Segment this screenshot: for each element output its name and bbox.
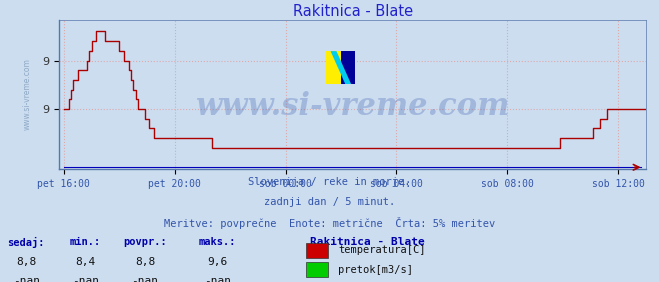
Text: -nan: -nan [132,276,158,282]
Text: -nan: -nan [204,276,231,282]
Text: 8,8: 8,8 [16,257,36,267]
Bar [306,243,328,258]
Text: min.:: min.: [70,237,101,247]
Text: maks.:: maks.: [199,237,236,247]
Text: temperatura[C]: temperatura[C] [338,245,426,255]
Text: pretok[m3/s]: pretok[m3/s] [338,265,413,275]
Bar [306,262,328,277]
Text: Meritve: povprečne  Enote: metrične  Črta: 5% meritev: Meritve: povprečne Enote: metrične Črta:… [164,217,495,229]
Text: 9,6: 9,6 [208,257,227,267]
Text: 8,8: 8,8 [135,257,155,267]
Text: www.si-vreme.com: www.si-vreme.com [22,59,31,130]
Text: 8,4: 8,4 [76,257,96,267]
Text: Rakitnica - Blate: Rakitnica - Blate [310,237,424,247]
Text: Slovenija / reke in morje.: Slovenija / reke in morje. [248,177,411,187]
Text: -nan: -nan [13,276,40,282]
Text: www.si-vreme.com: www.si-vreme.com [195,91,510,122]
Text: zadnji dan / 5 minut.: zadnji dan / 5 minut. [264,197,395,207]
Text: povpr.:: povpr.: [123,237,167,247]
Bar [341,51,355,84]
Title: Rakitnica - Blate: Rakitnica - Blate [293,4,413,19]
Text: sedaj:: sedaj: [8,237,45,248]
Polygon shape [331,51,351,84]
Bar [326,51,341,84]
Text: -nan: -nan [72,276,99,282]
